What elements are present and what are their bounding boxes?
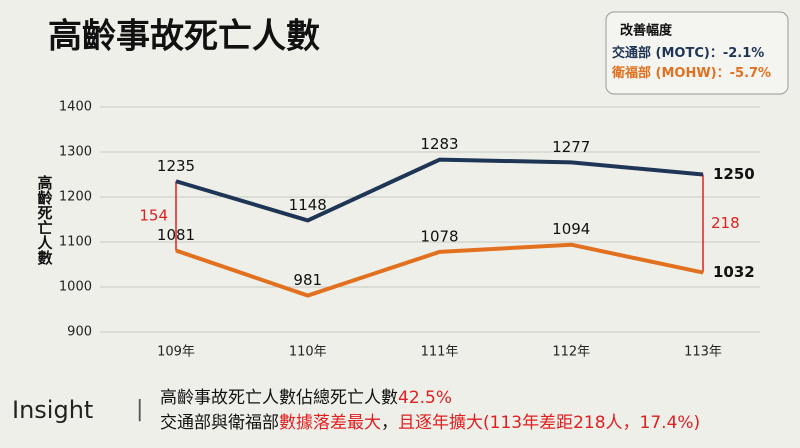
y-tick-label: 1200: [59, 190, 92, 205]
legend-entry: 交通部 (MOTC)：-2.1%: [612, 45, 764, 61]
legend-title: 改善幅度: [620, 23, 673, 39]
data-label: 1148: [289, 196, 327, 214]
insight-line: 高齡事故死亡人數佔總死亡人數42.5%: [160, 388, 452, 408]
insight-segment: 高齡事故死亡人數佔總死亡人數: [160, 388, 398, 408]
data-label: 1032: [713, 263, 755, 281]
series-line: [175, 242, 704, 298]
legend-name: 衛福部 (MOHW): [611, 65, 717, 81]
insight-segment: ，: [381, 413, 398, 433]
insight-segment: 42.5%: [398, 388, 452, 408]
data-label: 981: [293, 271, 322, 289]
insight-segment: 交通部與衛福部: [160, 413, 279, 433]
data-label: 1277: [552, 138, 590, 156]
legend-note: ：-5.7%: [717, 66, 771, 81]
x-tick-label: 113年: [684, 345, 722, 360]
x-tick-label: 111年: [421, 345, 459, 360]
data-label: 1081: [157, 226, 195, 244]
data-label: 1250: [713, 165, 755, 183]
data-label: 1283: [420, 135, 458, 153]
y-axis-label: 高齡死亡人數: [36, 174, 54, 266]
y-tick-label: 900: [67, 325, 92, 340]
insight-heading: Insight: [12, 396, 93, 424]
data-label: 1078: [420, 227, 458, 245]
legend-name: 交通部 (MOTC): [612, 45, 710, 61]
data-label: 1235: [157, 157, 195, 175]
x-tick-label: 110年: [289, 345, 327, 360]
insight-segment: 且逐年擴大(113年差距218人，17.4%): [398, 413, 700, 433]
y-tick-label: 1000: [59, 280, 92, 295]
insight-segment: 數據落差最大: [279, 413, 381, 433]
insight-line: 交通部與衛福部數據落差最大，且逐年擴大(113年差距218人，17.4%): [160, 413, 700, 433]
y-tick-label: 1400: [59, 100, 92, 115]
insight-divider: |: [136, 397, 143, 422]
x-tick-label: 112年: [552, 345, 590, 360]
x-tick-label: 109年: [157, 345, 195, 360]
y-tick-label: 1300: [59, 145, 92, 160]
chart-title: 高齡事故死亡人數: [48, 17, 320, 57]
legend-entry: 衛福部 (MOHW)：-5.7%: [611, 65, 771, 81]
legend-note: ：-2.1%: [710, 46, 764, 61]
data-label: 1094: [552, 220, 590, 238]
gap-label: 218: [711, 214, 740, 232]
series-line: [175, 157, 704, 223]
y-tick-label: 1100: [59, 235, 92, 250]
gap-label: 154: [139, 206, 168, 224]
legend-box: [605, 11, 789, 95]
